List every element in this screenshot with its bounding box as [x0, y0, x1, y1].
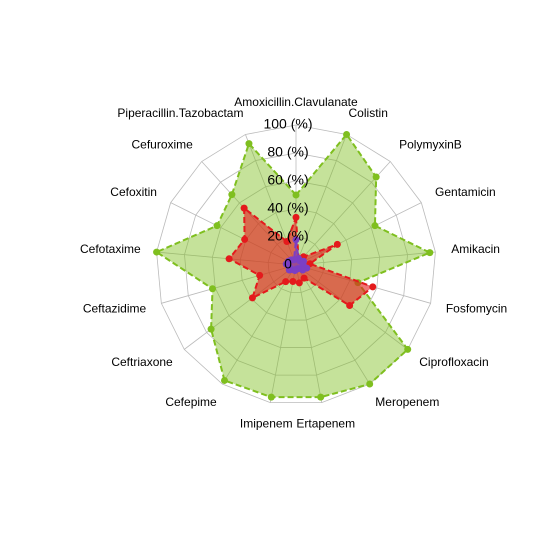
point — [343, 130, 351, 138]
spoke — [221, 264, 297, 385]
point — [209, 285, 217, 293]
point — [213, 222, 221, 230]
point — [207, 325, 215, 333]
category-label: Amikacin — [451, 242, 500, 256]
y-tick-label: 80 (%) — [267, 144, 308, 160]
y-tick-label: 40 (%) — [267, 200, 308, 216]
category-label: Ciprofloxacin — [419, 355, 488, 369]
category-label: Imipenem — [240, 416, 293, 430]
point — [245, 140, 253, 148]
point — [225, 255, 233, 263]
point — [240, 204, 248, 212]
series — [282, 236, 311, 275]
point — [404, 345, 412, 353]
spoke — [295, 134, 347, 266]
point — [371, 222, 379, 230]
category-label: Gentamicin — [435, 185, 496, 199]
point — [221, 376, 229, 384]
point — [346, 301, 354, 309]
spoke — [295, 251, 436, 266]
point — [228, 191, 236, 199]
point — [292, 213, 300, 221]
category-label: Cefotaxime — [80, 242, 141, 256]
series — [225, 204, 377, 309]
point — [267, 393, 275, 401]
point — [292, 191, 300, 199]
category-label: PolymyxinB — [399, 137, 462, 151]
point — [317, 393, 325, 401]
category-label: Piperacillin.Tazobactam — [117, 106, 243, 120]
grid-ring — [211, 180, 381, 348]
point — [426, 249, 434, 257]
point — [366, 380, 374, 388]
y-tick-label: 100 (%) — [263, 116, 312, 132]
grid-ring — [184, 152, 408, 376]
point — [282, 278, 290, 286]
grid-ring — [156, 124, 436, 404]
point — [153, 248, 161, 256]
category-label: Fosfomycin — [446, 302, 507, 316]
category-label: Amoxicillin.Clavulanate — [234, 95, 358, 109]
category-label: Ceftriaxone — [111, 355, 173, 369]
point — [292, 236, 300, 244]
spoke — [295, 264, 323, 403]
point — [283, 238, 291, 246]
point — [372, 173, 380, 181]
point — [248, 294, 256, 302]
point — [333, 240, 341, 248]
category-label: Meropenem — [375, 395, 439, 409]
category-label: Cefepime — [165, 395, 217, 409]
point — [290, 256, 298, 264]
y-tick-label: 60 (%) — [267, 172, 308, 188]
category-label: Cefoxitin — [110, 185, 157, 199]
point — [295, 279, 303, 287]
y-tick-label: 0 — [284, 256, 292, 272]
point — [256, 271, 264, 279]
y-tick-label: 20 (%) — [267, 228, 308, 244]
category-label: Colistin — [349, 106, 388, 120]
category-label: Cefuroxime — [132, 137, 194, 151]
category-label: Ceftazidime — [83, 302, 147, 316]
spoke — [295, 264, 371, 385]
point — [300, 274, 308, 282]
spoke — [269, 264, 297, 403]
category-label: Ertapenem — [296, 416, 355, 430]
point — [369, 283, 377, 291]
point — [241, 235, 249, 243]
point — [289, 278, 297, 286]
